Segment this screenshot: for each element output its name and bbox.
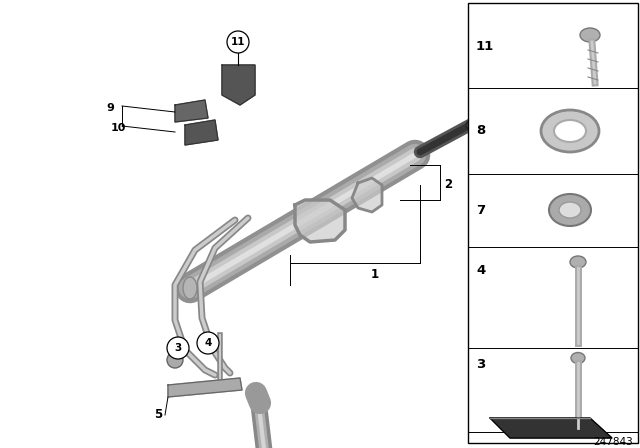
Polygon shape <box>295 200 345 242</box>
Ellipse shape <box>549 194 591 226</box>
Text: 247843: 247843 <box>593 437 633 447</box>
Circle shape <box>167 337 189 359</box>
Ellipse shape <box>570 256 586 268</box>
Polygon shape <box>352 178 382 212</box>
Polygon shape <box>185 120 218 145</box>
Text: 2: 2 <box>444 178 452 191</box>
Text: 1: 1 <box>371 268 379 281</box>
Circle shape <box>227 31 249 53</box>
Polygon shape <box>490 418 612 438</box>
Circle shape <box>466 121 474 129</box>
Text: 4: 4 <box>204 338 212 348</box>
Text: 5: 5 <box>154 409 162 422</box>
Circle shape <box>197 332 219 354</box>
Ellipse shape <box>183 277 197 299</box>
Polygon shape <box>222 65 255 105</box>
Ellipse shape <box>541 110 599 152</box>
Circle shape <box>167 352 183 368</box>
Ellipse shape <box>571 353 585 363</box>
Text: 4: 4 <box>476 263 485 276</box>
Ellipse shape <box>554 120 586 142</box>
Text: 3: 3 <box>174 343 182 353</box>
Bar <box>468 3 638 443</box>
Text: 11: 11 <box>476 39 494 52</box>
Ellipse shape <box>580 28 600 42</box>
Text: 11: 11 <box>231 37 245 47</box>
Text: 3: 3 <box>476 358 485 371</box>
Text: 10: 10 <box>110 123 125 133</box>
Ellipse shape <box>559 202 581 218</box>
Polygon shape <box>175 100 208 122</box>
Text: 8: 8 <box>476 125 485 138</box>
Polygon shape <box>168 378 242 397</box>
Text: 7: 7 <box>476 203 485 216</box>
Text: 9: 9 <box>106 103 114 113</box>
